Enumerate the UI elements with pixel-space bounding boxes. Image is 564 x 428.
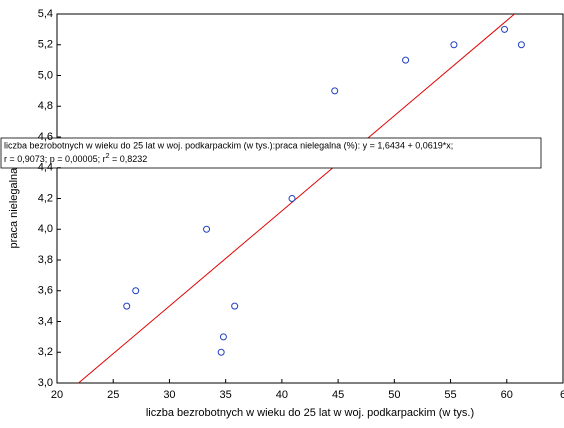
annotation-box bbox=[0, 137, 542, 169]
point bbox=[123, 302, 131, 310]
point bbox=[231, 302, 239, 310]
regression-line bbox=[77, 14, 516, 383]
y-tick-label: 4,4 bbox=[38, 162, 53, 174]
x-tick-label: 60 bbox=[501, 389, 513, 401]
x-tick-label: 20 bbox=[51, 389, 63, 401]
point bbox=[219, 333, 227, 341]
y-tick-label: 4,2 bbox=[38, 192, 53, 204]
point bbox=[402, 56, 410, 64]
annotation-sup: 2 bbox=[106, 153, 110, 160]
y-tick-label: 4,0 bbox=[38, 223, 53, 235]
y-tick-label: 4,6 bbox=[38, 131, 53, 143]
x-tick-label: 6 bbox=[560, 389, 564, 401]
x-tick-label: 40 bbox=[276, 389, 288, 401]
point bbox=[331, 87, 339, 95]
y-tick-label: 3,4 bbox=[38, 315, 53, 327]
y-tick-label: 3,0 bbox=[38, 377, 53, 389]
annotation-line: liczba bezrobotnych w wieku do 25 lat w … bbox=[4, 140, 453, 150]
y-tick-label: 5,4 bbox=[38, 8, 53, 20]
y-axis-label: praca nielegalna (%) bbox=[8, 148, 20, 249]
point bbox=[517, 41, 525, 49]
y-tick-label: 3,6 bbox=[38, 285, 53, 297]
y-tick-label: 5,0 bbox=[38, 69, 53, 81]
x-tick-label: 45 bbox=[332, 389, 344, 401]
annotation-text: = 0,8232 bbox=[109, 154, 147, 164]
x-tick-label: 35 bbox=[220, 389, 232, 401]
point bbox=[132, 287, 140, 295]
x-tick-label: 50 bbox=[388, 389, 400, 401]
point bbox=[501, 25, 509, 33]
annotation-line: r = 0,9073; p = 0,00005; r2 = 0,8232 bbox=[4, 153, 147, 165]
x-tick-label: 30 bbox=[163, 389, 175, 401]
point bbox=[450, 41, 458, 49]
y-tick-label: 3,8 bbox=[38, 254, 53, 266]
x-axis-label: liczba bezrobotnych w wieku do 25 lat w … bbox=[146, 407, 474, 419]
point bbox=[217, 348, 225, 356]
x-tick-label: 25 bbox=[107, 389, 119, 401]
y-tick-label: 3,2 bbox=[38, 346, 53, 358]
x-tick-label: 55 bbox=[444, 389, 456, 401]
y-tick-label: 5,2 bbox=[38, 39, 53, 51]
y-tick-label: 4,8 bbox=[38, 100, 53, 112]
point bbox=[288, 195, 296, 202]
point bbox=[203, 225, 211, 233]
annotation-text: r = 0,9073; p = 0,00005; r bbox=[4, 154, 106, 164]
plot-area bbox=[56, 13, 564, 384]
plot-content bbox=[77, 14, 525, 383]
